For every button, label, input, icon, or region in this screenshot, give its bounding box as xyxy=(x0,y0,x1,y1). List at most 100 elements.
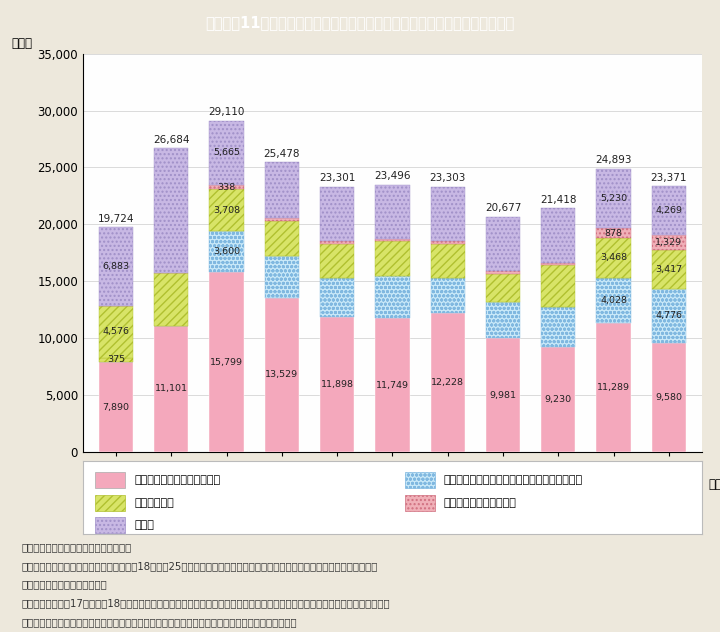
Text: Ｉ－２－11図　男女雇用機会均等法に関する相談件数の推移（相談内容別）: Ｉ－２－11図 男女雇用機会均等法に関する相談件数の推移（相談内容別） xyxy=(205,15,515,30)
Bar xyxy=(265,256,299,298)
Text: 20,677: 20,677 xyxy=(485,204,521,213)
Bar xyxy=(486,271,520,274)
Bar xyxy=(320,244,354,278)
Text: 11,289: 11,289 xyxy=(597,383,630,392)
Bar xyxy=(596,169,631,228)
Bar xyxy=(486,217,520,271)
Text: 375: 375 xyxy=(107,355,125,365)
Text: 4,028: 4,028 xyxy=(600,296,627,305)
Bar xyxy=(99,306,133,358)
Text: 3,468: 3,468 xyxy=(600,253,627,262)
Bar xyxy=(431,244,465,278)
Bar xyxy=(431,241,465,244)
Text: 23,371: 23,371 xyxy=(651,173,687,183)
Bar xyxy=(541,347,575,452)
Bar xyxy=(541,307,575,347)
Bar xyxy=(210,189,243,231)
Text: 23,301: 23,301 xyxy=(319,173,355,183)
Bar xyxy=(596,324,631,452)
Bar xyxy=(541,208,575,263)
Text: 878: 878 xyxy=(605,229,623,238)
Bar xyxy=(265,218,299,221)
Bar xyxy=(405,495,434,511)
Bar xyxy=(486,302,520,338)
Bar xyxy=(375,185,410,239)
Text: ポジティブ・アクション: ポジティブ・アクション xyxy=(444,498,517,507)
Bar xyxy=(652,234,686,250)
Text: 9,981: 9,981 xyxy=(490,391,516,399)
Bar xyxy=(210,231,243,272)
Text: 25,478: 25,478 xyxy=(264,149,300,159)
Bar xyxy=(596,277,631,324)
Bar xyxy=(375,241,410,276)
Text: ３．平成17年度及び18年度については，「婚姻，妊娠・出産等を理由とする不利益取扱い」に関する規定がない。また，: ３．平成17年度及び18年度については，「婚姻，妊娠・出産等を理由とする不利益取… xyxy=(22,599,390,609)
Text: 12,228: 12,228 xyxy=(431,378,464,387)
Bar xyxy=(431,313,465,452)
Bar xyxy=(210,272,243,452)
Text: 1,329: 1,329 xyxy=(655,238,683,246)
Text: セクシュアル・ハラスメント: セクシュアル・ハラスメント xyxy=(134,475,220,485)
Text: 13,529: 13,529 xyxy=(265,370,298,379)
Text: 3,600: 3,600 xyxy=(213,247,240,256)
Text: 5,665: 5,665 xyxy=(213,149,240,157)
Bar xyxy=(210,121,243,185)
Text: ２．男女雇用機会均等法は，平成18年及び25年に改正され，それぞれ翌年度より施行されている。時系列比較の際に: ２．男女雇用機会均等法は，平成18年及び25年に改正され，それぞれ翌年度より施行… xyxy=(22,561,378,571)
Bar xyxy=(99,362,133,452)
Text: 4,269: 4,269 xyxy=(655,206,683,215)
Bar xyxy=(99,358,133,362)
Bar xyxy=(95,472,125,489)
Text: 7,890: 7,890 xyxy=(102,403,130,411)
Bar xyxy=(154,149,189,272)
Text: 23,496: 23,496 xyxy=(374,171,410,181)
Bar xyxy=(320,187,354,241)
Text: 19,724: 19,724 xyxy=(98,214,134,224)
Text: 338: 338 xyxy=(217,183,235,191)
Text: 6,883: 6,883 xyxy=(102,262,130,271)
Bar xyxy=(652,186,686,234)
Text: 9,230: 9,230 xyxy=(545,395,572,404)
Text: 11,898: 11,898 xyxy=(320,380,354,389)
Text: その他: その他 xyxy=(134,520,154,530)
Text: 21,418: 21,418 xyxy=(540,195,577,205)
Text: 4,776: 4,776 xyxy=(655,311,683,320)
Bar xyxy=(99,228,133,306)
Text: 母性健康管理: 母性健康管理 xyxy=(134,498,174,507)
Bar xyxy=(154,272,189,325)
Bar xyxy=(486,274,520,302)
Bar xyxy=(541,263,575,265)
Bar xyxy=(541,265,575,307)
Bar xyxy=(320,317,354,452)
Bar xyxy=(95,518,125,533)
Bar xyxy=(652,289,686,343)
Text: 26,684: 26,684 xyxy=(153,135,189,145)
Bar xyxy=(652,343,686,452)
Text: 24,893: 24,893 xyxy=(595,155,631,166)
Bar xyxy=(154,325,189,452)
Bar xyxy=(375,319,410,452)
Text: 9,580: 9,580 xyxy=(655,393,683,402)
Text: 5,230: 5,230 xyxy=(600,194,627,203)
Bar xyxy=(431,187,465,241)
Bar xyxy=(265,162,299,218)
Text: （備考）１．厚生労働省資料より作成。: （備考）１．厚生労働省資料より作成。 xyxy=(22,542,132,552)
Text: 29,110: 29,110 xyxy=(208,107,245,118)
Bar xyxy=(375,239,410,241)
Text: （年度）: （年度） xyxy=(708,478,720,491)
Bar xyxy=(596,228,631,238)
Bar xyxy=(320,241,354,244)
Bar xyxy=(210,185,243,189)
Bar xyxy=(95,495,125,511)
Text: 3,417: 3,417 xyxy=(655,265,683,274)
Bar xyxy=(375,276,410,319)
Bar xyxy=(652,250,686,289)
Bar xyxy=(320,278,354,317)
Text: （件）: （件） xyxy=(12,37,32,50)
Bar xyxy=(596,238,631,277)
Bar xyxy=(265,221,299,256)
Text: 11,749: 11,749 xyxy=(376,380,409,389)
Bar xyxy=(405,472,434,489)
Text: 4,576: 4,576 xyxy=(102,327,130,336)
Text: 当該年度の「その他」には，福利厚生及び定年・退職・解雇に関する相談件数を含む。: 当該年度の「その他」には，福利厚生及び定年・退職・解雇に関する相談件数を含む。 xyxy=(22,617,297,627)
Text: 11,101: 11,101 xyxy=(155,384,188,393)
Bar xyxy=(265,298,299,452)
